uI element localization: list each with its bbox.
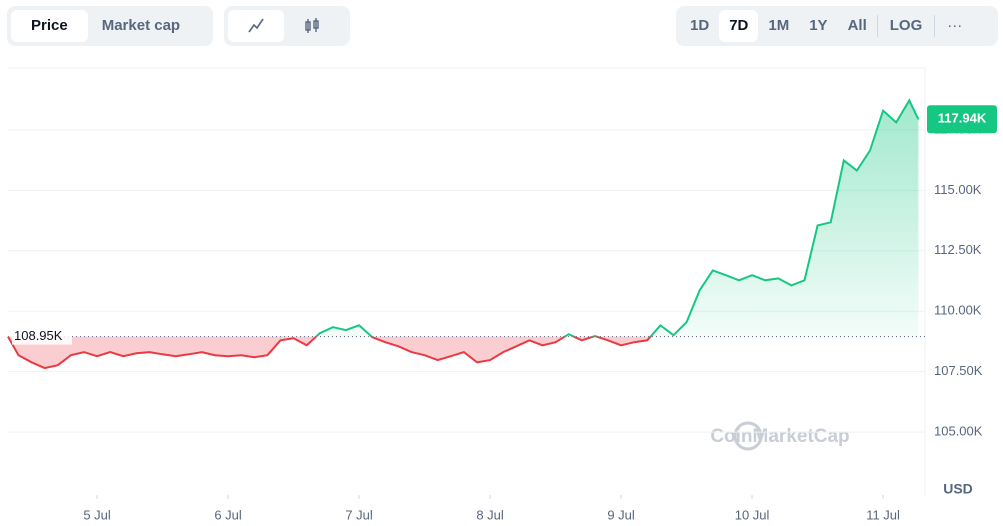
baseline-label-bg (12, 326, 72, 345)
price-button[interactable]: Price (11, 10, 88, 42)
separator (876, 15, 878, 37)
y-tick-label: 117.50K (934, 121, 982, 136)
range-button[interactable]: 7D (719, 10, 759, 42)
y-tick-label: 112.50K (934, 242, 982, 257)
market-cap-button[interactable]: Market cap (101, 17, 181, 34)
x-tick-label: 11 Jul (866, 507, 900, 522)
y-axis-label: USD (943, 481, 973, 497)
y-tick-label: 110.00K (934, 303, 982, 318)
range-button[interactable]: 1M (768, 17, 790, 34)
y-tick-label: 107.50K (934, 363, 983, 378)
watermark: CoinMarketCap (710, 426, 849, 447)
separator (934, 15, 936, 37)
range-button[interactable]: 1D (690, 17, 710, 34)
candle-icon (305, 18, 319, 33)
more-button[interactable]: ··· (947, 17, 963, 34)
line-chart-button[interactable] (228, 10, 284, 42)
log-button[interactable]: LOG (889, 17, 923, 34)
y-tick-label: 105.00K (934, 424, 983, 439)
line-icon (248, 18, 264, 33)
x-tick-label: 5 Jul (83, 507, 111, 522)
y-tick-label: 115.00K (934, 182, 982, 197)
range-toggle: 1D 7D 1M 1Y All LOG ··· (676, 6, 998, 46)
chart-type-toggle (224, 6, 350, 46)
candle-chart-button[interactable] (284, 10, 340, 42)
x-tick-label: 10 Jul (735, 507, 770, 522)
price-line (7, 98, 920, 370)
range-button[interactable]: All (847, 17, 867, 34)
baseline-label: 108.95K (14, 328, 63, 343)
x-tick-label: 9 Jul (607, 507, 635, 522)
x-tick-label: 6 Jul (214, 507, 242, 522)
price-label-bg (927, 105, 997, 134)
metric-toggle: Price Market cap (7, 6, 213, 46)
x-tick-label: 8 Jul (476, 507, 504, 522)
range-button[interactable]: 1Y (809, 17, 828, 34)
price-area (8, 100, 919, 369)
x-tick-label: 7 Jul (345, 507, 373, 522)
price-label: 117.94K (938, 111, 987, 126)
watermark-logo (733, 421, 763, 451)
